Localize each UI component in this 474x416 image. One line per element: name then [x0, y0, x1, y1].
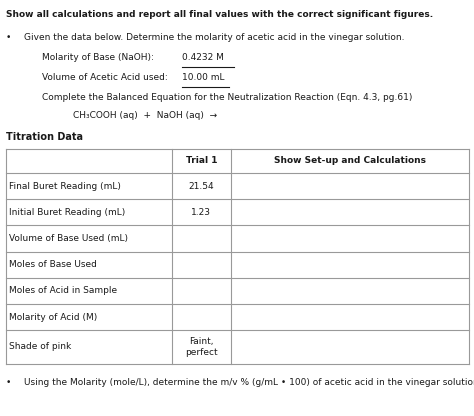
Text: Titration Data: Titration Data: [6, 132, 82, 142]
Text: •: •: [6, 378, 11, 387]
Text: 0.4232 M: 0.4232 M: [182, 53, 224, 62]
Text: Volume of Acetic Acid used:: Volume of Acetic Acid used:: [42, 73, 167, 82]
Text: Molarity of Acid (M): Molarity of Acid (M): [9, 313, 98, 322]
Text: Moles of Base Used: Moles of Base Used: [9, 260, 97, 269]
Text: Using the Molarity (mole/L), determine the m/v % (g/mL • 100) of acetic acid in : Using the Molarity (mole/L), determine t…: [24, 378, 474, 387]
Text: Moles of Acid in Sample: Moles of Acid in Sample: [9, 287, 118, 295]
Text: Final Buret Reading (mL): Final Buret Reading (mL): [9, 182, 121, 191]
Text: Volume of Base Used (mL): Volume of Base Used (mL): [9, 234, 128, 243]
Text: 1.23: 1.23: [191, 208, 211, 217]
Bar: [6, 149, 469, 364]
Text: CH₃COOH (aq)  +  NaOH (aq)  →: CH₃COOH (aq) + NaOH (aq) →: [73, 111, 217, 120]
Text: Initial Buret Reading (mL): Initial Buret Reading (mL): [9, 208, 126, 217]
Text: Trial 1: Trial 1: [186, 156, 217, 166]
Text: 10.00 mL: 10.00 mL: [182, 73, 225, 82]
Text: •: •: [6, 33, 11, 42]
Text: Show all calculations and report all final values with the correct significant f: Show all calculations and report all fin…: [6, 10, 433, 20]
Text: Given the data below. Determine the molarity of acetic acid in the vinegar solut: Given the data below. Determine the mola…: [24, 33, 404, 42]
Text: Faint,
perfect: Faint, perfect: [185, 337, 218, 357]
Text: Show Set-up and Calculations: Show Set-up and Calculations: [274, 156, 426, 166]
Text: 21.54: 21.54: [189, 182, 214, 191]
Text: Molarity of Base (NaOH):: Molarity of Base (NaOH):: [42, 53, 154, 62]
Text: Shade of pink: Shade of pink: [9, 342, 72, 352]
Text: Complete the Balanced Equation for the Neutralization Reaction (Eqn. 4.3, pg.61): Complete the Balanced Equation for the N…: [42, 93, 412, 102]
